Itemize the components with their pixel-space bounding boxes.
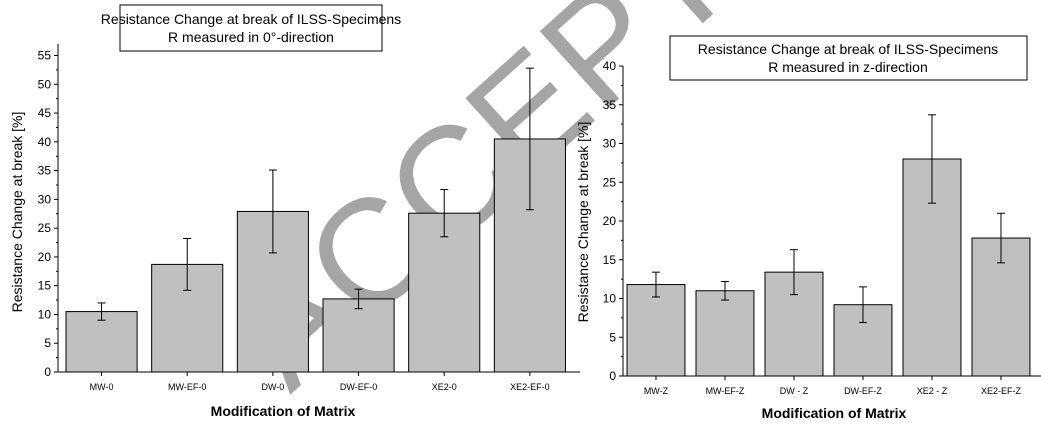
chart-0deg-x-tick-label: MW-0 (90, 382, 114, 392)
chart-0deg-title-box: Resistance Change at break of ILSS-Speci… (101, 4, 401, 52)
chart-0deg-y-tick-label: 40 (38, 135, 52, 149)
chart-z-x-tick-label: XE2 - Z (917, 386, 948, 396)
chart-z-bar-MW-Z (626, 284, 686, 377)
chart-0deg-y-tick-label: 25 (38, 221, 52, 235)
chart-0deg-x-tick-label: XE2-0 (432, 382, 457, 392)
chart-z-bar-MW-EF-Z (695, 290, 755, 377)
chart-0deg-y-tick-label: 15 (38, 279, 52, 293)
chart-0deg-x-axis-label: Modification of Matrix (211, 403, 356, 419)
chart-z-subtitle: R measured in z-direction (768, 59, 928, 75)
chart-0deg-x-tick-label: DW-EF-0 (340, 382, 377, 392)
chart-0deg-y-tick-label: 20 (38, 250, 52, 264)
chart-0deg-y-tick-label: 50 (38, 77, 52, 91)
chart-0deg-y-tick-label: 30 (38, 192, 52, 206)
chart-z-y-tick-label: 10 (603, 292, 617, 306)
chart-z-y-tick-label: 20 (603, 214, 617, 228)
chart-0deg: Resistance Change at break of ILSS-Speci… (9, 4, 580, 419)
chart-0deg-x-tick-label: DW-0 (261, 382, 284, 392)
chart-z-y-axis-label: Resistance Change at break [%] (575, 122, 591, 323)
chart-0deg-bar-DW-EF-0 (322, 298, 395, 373)
chart-z-x-tick-label: DW-EF-Z (844, 386, 882, 396)
chart-z-y-tick-label: 40 (603, 59, 617, 73)
chart-0deg-y-tick-label: 45 (38, 106, 52, 120)
chart-0deg-x-tick-label: MW-EF-0 (168, 382, 206, 392)
chart-z-y-tick-label: 30 (603, 137, 617, 151)
chart-0deg-y-tick-label: 5 (44, 336, 51, 350)
chart-z-x-tick-label: MW-Z (644, 386, 669, 396)
chart-0deg-y-tick-label: 10 (38, 307, 52, 321)
chart-z-plot-area: 0 5 10 15 20 25 30 35 40 MW-Z MW-EF-Z DW - Z DW-EF-Z… (603, 59, 1041, 396)
chart-z-y-tick-label: 0 (609, 369, 616, 383)
chart-0deg-y-axis-label: Resistance Change at break [%] (9, 112, 25, 313)
chart-z-title: Resistance Change at break of ILSS-Speci… (698, 41, 998, 57)
chart-0deg-subtitle: R measured in 0°-direction (168, 29, 334, 45)
chart-0deg-title: Resistance Change at break of ILSS-Speci… (101, 11, 401, 27)
chart-z-x-tick-label: XE2-EF-Z (981, 386, 1022, 396)
chart-z-title-box: Resistance Change at break of ILSS-Speci… (669, 35, 1028, 81)
chart-0deg-y-tick-label: 55 (38, 49, 52, 63)
chart-0deg-x-tick-label: XE2-EF-0 (510, 382, 550, 392)
chart-z-y-tick-label: 15 (603, 253, 617, 267)
chart-0deg-plot-area: 0 5 10 15 20 25 30 35 40 45 50 55 MW-0 MW-EF-0 DW-0 DW-… (38, 44, 580, 392)
chart-z: Resistance Change at break of ILSS-Speci… (575, 35, 1041, 421)
chart-z-x-tick-label: DW - Z (780, 386, 809, 396)
chart-z-x-tick-label: MW-EF-Z (706, 386, 745, 396)
chart-0deg-y-tick-label: 0 (44, 365, 51, 379)
chart-z-y-tick-label: 35 (603, 98, 617, 112)
chart-z-y-tick-label: 25 (603, 175, 617, 189)
chart-z-y-tick-label: 5 (609, 330, 616, 344)
chart-0deg-y-tick-label: 35 (38, 164, 52, 178)
chart-z-x-axis-label: Modification of Matrix (762, 405, 907, 421)
